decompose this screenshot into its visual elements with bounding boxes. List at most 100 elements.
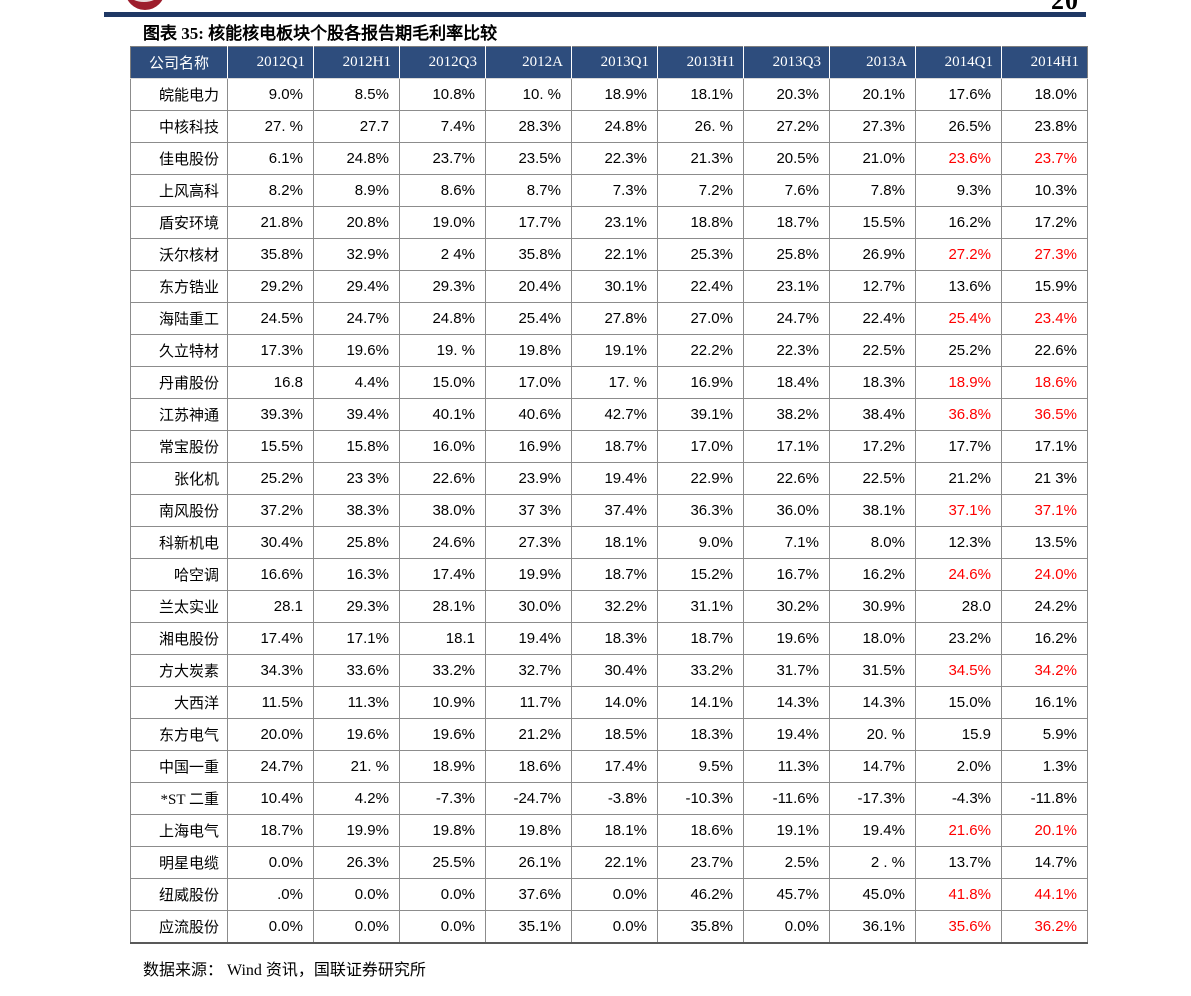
value-cell: 33.2%	[399, 654, 486, 687]
table-header-row: 公司名称 2012Q1 2012H1 2012Q3 2012A 2013Q1 2013H1…	[130, 46, 1088, 79]
value-cell: 16.2%	[829, 558, 916, 591]
gross-margin-table: 公司名称 2012Q1 2012H1 2012Q3 2012A 2013Q1 2013H1…	[130, 46, 1088, 944]
value-cell: 31.7%	[743, 654, 830, 687]
value-cell: 19.4%	[829, 814, 916, 847]
company-name-cell: 张化机	[130, 462, 228, 495]
value-cell: 23.4%	[1001, 302, 1088, 335]
table-row: 上海电气 18.7% 19.9% 19.8% 19.8% 18.1% 18.6% 19.1% 1…	[130, 814, 1088, 847]
value-cell: 2.5%	[743, 846, 830, 879]
table-row: *ST 二重 10.4% 4.2% -7.3% -24.7% -3.8% -10.3% -11…	[130, 782, 1088, 815]
value-cell: 30.9%	[829, 590, 916, 623]
value-cell: 23.7%	[399, 142, 486, 175]
value-cell: -3.8%	[571, 782, 658, 815]
value-cell: 8.7%	[485, 174, 572, 207]
value-cell: 20.4%	[485, 270, 572, 303]
value-cell: 16.1%	[1001, 686, 1088, 719]
company-name-cell: 哈空调	[130, 558, 228, 591]
company-name-cell: 方大炭素	[130, 654, 228, 687]
value-cell: 25.8%	[313, 526, 400, 559]
value-cell: 14.1%	[657, 686, 744, 719]
value-cell: 2 4%	[399, 238, 486, 271]
value-cell: 23.1%	[571, 206, 658, 239]
value-cell: 34.5%	[915, 654, 1002, 687]
value-cell: 18.1	[399, 622, 486, 655]
value-cell: 17.1%	[743, 430, 830, 463]
value-cell: 7.6%	[743, 174, 830, 207]
company-name-cell: 大西洋	[130, 686, 228, 719]
value-cell: 9.0%	[227, 78, 314, 111]
company-name-cell: 南风股份	[130, 494, 228, 527]
value-cell: 38.3%	[313, 494, 400, 527]
value-cell: 40.6%	[485, 398, 572, 431]
header-divider	[104, 12, 1086, 17]
value-cell: 37.1%	[915, 494, 1002, 527]
value-cell: 17.4%	[399, 558, 486, 591]
figure-title: 图表 35: 核能核电板块个股各报告期毛利率比较	[143, 24, 498, 43]
value-cell: 37 3%	[485, 494, 572, 527]
period-header-cell: 2013Q3	[743, 46, 830, 79]
table-row: 东方电气 20.0% 19.6% 19.6% 21.2% 18.5% 18.3% 19.4% 2…	[130, 718, 1088, 751]
value-cell: 39.4%	[313, 398, 400, 431]
value-cell: 24.6%	[915, 558, 1002, 591]
value-cell: 14.3%	[743, 686, 830, 719]
value-cell: -17.3%	[829, 782, 916, 815]
company-name-cell: 海陆重工	[130, 302, 228, 335]
value-cell: 20.0%	[227, 718, 314, 751]
value-cell: 36.1%	[829, 910, 916, 944]
value-cell: 40.1%	[399, 398, 486, 431]
period-header-cell: 2013H1	[657, 46, 744, 79]
value-cell: 15.9	[915, 718, 1002, 751]
value-cell: 24.7%	[227, 750, 314, 783]
value-cell: 0.0%	[227, 910, 314, 944]
value-cell: 27.7	[313, 110, 400, 143]
value-cell: 18.7%	[227, 814, 314, 847]
value-cell: 32.2%	[571, 590, 658, 623]
period-header-cell: 2012Q1	[227, 46, 314, 79]
page-number: 20	[1051, 0, 1079, 15]
value-cell: 19.4%	[743, 718, 830, 751]
value-cell: 27. %	[227, 110, 314, 143]
value-cell: 21.2%	[485, 718, 572, 751]
value-cell: 16.9%	[657, 366, 744, 399]
value-cell: 10.3%	[1001, 174, 1088, 207]
company-name-cell: 常宝股份	[130, 430, 228, 463]
value-cell: 18.3%	[829, 366, 916, 399]
value-cell: 19.0%	[399, 206, 486, 239]
table-row: 常宝股份 15.5% 15.8% 16.0% 16.9% 18.7% 17.0% 17.1% 1…	[130, 430, 1088, 463]
company-name-cell: 上海电气	[130, 814, 228, 847]
value-cell: 22.9%	[657, 462, 744, 495]
company-name-cell: 上风高科	[130, 174, 228, 207]
value-cell: 10.4%	[227, 782, 314, 815]
value-cell: 18.7%	[743, 206, 830, 239]
value-cell: 30.4%	[571, 654, 658, 687]
value-cell: 24.7%	[313, 302, 400, 335]
value-cell: 0.0%	[399, 910, 486, 944]
value-cell: 18.1%	[571, 814, 658, 847]
value-cell: 15.2%	[657, 558, 744, 591]
value-cell: 15.5%	[829, 206, 916, 239]
guolian-securities-logo-icon	[125, 0, 165, 10]
value-cell: 19.1%	[743, 814, 830, 847]
value-cell: 23.5%	[485, 142, 572, 175]
value-cell: 14.7%	[1001, 846, 1088, 879]
value-cell: 18.6%	[657, 814, 744, 847]
value-cell: 29.3%	[399, 270, 486, 303]
company-header-cell: 公司名称	[130, 46, 228, 79]
table-row: 皖能电力 9.0% 8.5% 10.8% 10. % 18.9% 18.1% 20.3% 20.…	[130, 78, 1088, 111]
value-cell: 23.6%	[915, 142, 1002, 175]
value-cell: 28.3%	[485, 110, 572, 143]
table-row: 上风高科 8.2% 8.9% 8.6% 8.7% 7.3% 7.2% 7.6% 7.8% 9.3%…	[130, 174, 1088, 207]
value-cell: 30.0%	[485, 590, 572, 623]
value-cell: 18.7%	[571, 558, 658, 591]
table-row: 江苏神通 39.3% 39.4% 40.1% 40.6% 42.7% 39.1% 38.2% 3…	[130, 398, 1088, 431]
value-cell: 15.5%	[227, 430, 314, 463]
company-name-cell: 中核科技	[130, 110, 228, 143]
value-cell: 33.6%	[313, 654, 400, 687]
value-cell: 14.3%	[829, 686, 916, 719]
table-row: 沃尔核材 35.8% 32.9% 2 4% 35.8% 22.1% 25.3% 25.8% 26…	[130, 238, 1088, 271]
value-cell: 18.9%	[399, 750, 486, 783]
value-cell: 39.3%	[227, 398, 314, 431]
value-cell: 10. %	[485, 78, 572, 111]
value-cell: 20.1%	[829, 78, 916, 111]
